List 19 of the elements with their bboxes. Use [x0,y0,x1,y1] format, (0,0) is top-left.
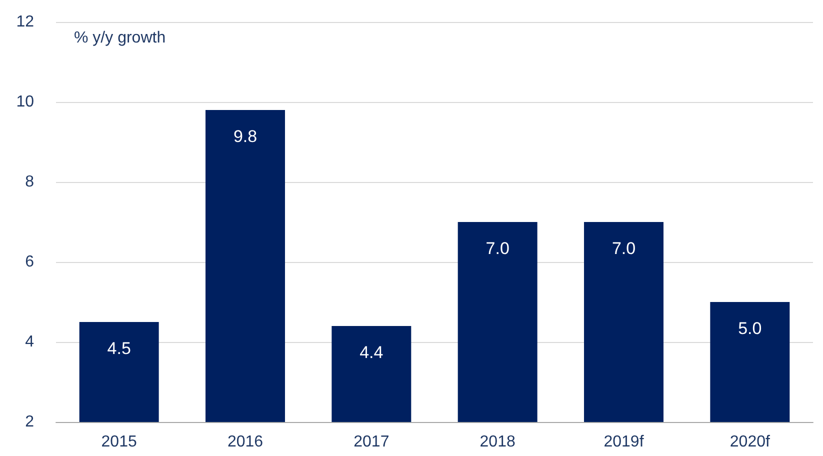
y-tick-label: 12 [16,14,34,30]
data-label: 7.0 [612,239,636,258]
y-tick-label: 6 [25,254,34,270]
y-tick-label: 8 [25,174,34,190]
data-label: 9.8 [233,127,258,146]
x-tick-label: 2020f [730,434,770,450]
data-label: 4.4 [360,343,384,362]
data-label: 7.0 [486,239,510,258]
y-axis-title: % y/y growth [74,30,166,46]
x-tick-label: 2017 [354,434,390,450]
y-tick-label: 4 [25,334,34,350]
x-tick-label: 2016 [227,434,264,450]
data-label: 5.0 [738,319,762,338]
y-tick-label: 10 [16,94,34,110]
x-tick-label: 2018 [480,434,516,450]
y-tick-label: 2 [25,414,34,430]
data-label: 4.5 [107,339,131,358]
x-tick-label: 2019f [604,434,644,450]
x-tick-label: 2015 [101,434,137,450]
